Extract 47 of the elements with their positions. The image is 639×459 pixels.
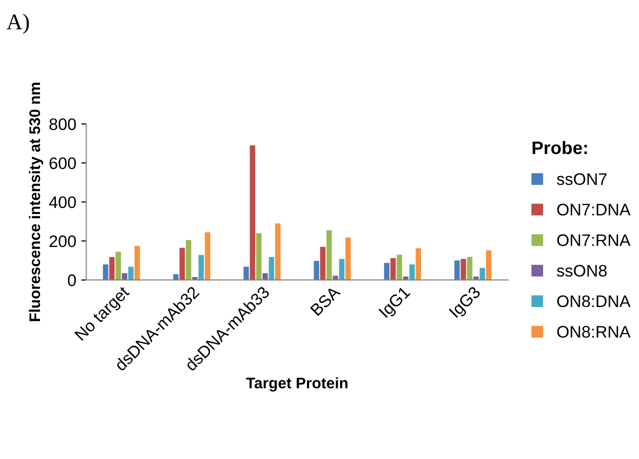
bar <box>467 256 472 280</box>
legend-label: ssON8 <box>556 264 607 277</box>
bar <box>180 248 185 280</box>
bar <box>102 264 108 280</box>
bar <box>116 252 121 280</box>
legend-label: ssON7 <box>556 173 607 186</box>
bar <box>339 258 344 280</box>
y-tick-label: 600 <box>50 157 76 170</box>
bar <box>275 223 280 280</box>
bar <box>345 237 351 280</box>
y-axis-title: Fluorescence intensity at 530 nm <box>28 82 44 322</box>
bar <box>326 230 332 280</box>
legend-label: ON8:DNA <box>557 295 630 308</box>
bar <box>320 246 326 280</box>
bar <box>314 260 320 280</box>
bar <box>454 260 460 280</box>
y-tick-label: 200 <box>50 235 76 248</box>
bar <box>122 273 128 280</box>
chart-title: A) <box>6 14 29 34</box>
bar <box>262 273 268 280</box>
bar <box>198 255 204 280</box>
bar <box>268 256 274 280</box>
bar <box>486 250 492 280</box>
legend-label: ON7:DNA <box>557 204 630 216</box>
bar <box>250 145 256 280</box>
bar <box>460 258 466 280</box>
bar <box>480 268 486 280</box>
bar <box>396 254 402 280</box>
x-tick-label: BSA <box>310 285 341 316</box>
bar <box>128 266 134 280</box>
legend-label: ON7:RNA <box>557 234 630 246</box>
legend-label: ON8:RNA <box>557 326 630 338</box>
bar <box>134 246 140 280</box>
bar <box>390 258 396 280</box>
bar <box>204 232 210 280</box>
y-tick-label: 800 <box>49 118 76 130</box>
bar <box>173 274 179 280</box>
bar <box>416 248 422 280</box>
bar <box>256 233 262 280</box>
x-axis-title: Target Protein <box>246 377 348 392</box>
bar <box>109 256 115 280</box>
bar <box>243 266 249 280</box>
bar <box>186 240 192 280</box>
legend-title: Probe: <box>532 140 587 154</box>
y-tick-label: 0 <box>68 274 76 286</box>
y-tick-label: 400 <box>49 196 76 208</box>
bar <box>384 262 390 280</box>
